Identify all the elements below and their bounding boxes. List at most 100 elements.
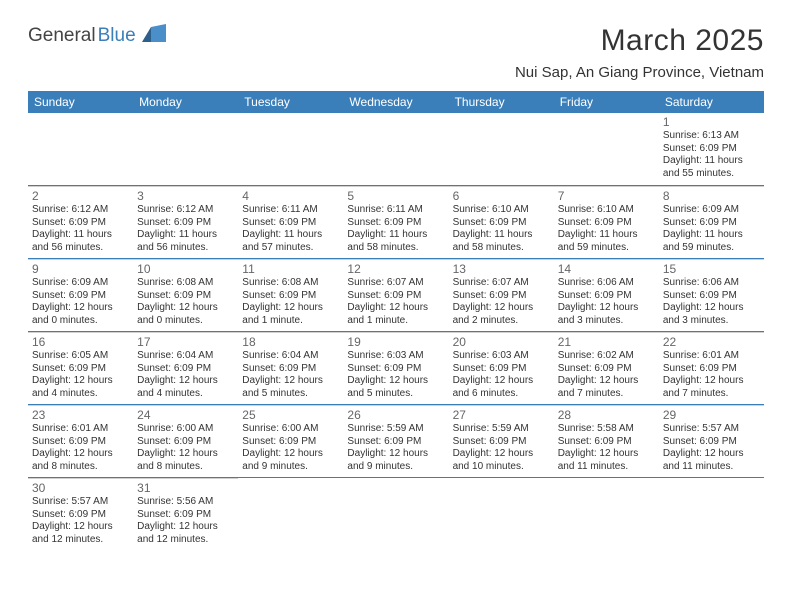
day-cell: 30Sunrise: 5:57 AMSunset: 6:09 PMDayligh… (28, 478, 133, 550)
logo: GeneralBlue (28, 24, 168, 48)
day-number: 15 (663, 262, 760, 276)
day-number: 3 (137, 189, 234, 203)
week-row: 23Sunrise: 6:01 AMSunset: 6:09 PMDayligh… (28, 405, 764, 478)
empty-cell (343, 478, 448, 550)
day-number: 7 (558, 189, 655, 203)
day-cell: 6Sunrise: 6:10 AMSunset: 6:09 PMDaylight… (449, 186, 554, 258)
day-number: 24 (137, 408, 234, 422)
day-info: Sunrise: 6:01 AMSunset: 6:09 PMDaylight:… (663, 350, 760, 400)
day-info: Sunrise: 6:00 AMSunset: 6:09 PMDaylight:… (242, 423, 339, 473)
day-cell: 8Sunrise: 6:09 AMSunset: 6:09 PMDaylight… (659, 186, 764, 258)
day-cell: 10Sunrise: 6:08 AMSunset: 6:09 PMDayligh… (133, 259, 238, 331)
day-info: Sunrise: 6:12 AMSunset: 6:09 PMDaylight:… (32, 204, 129, 254)
day-number: 17 (137, 335, 234, 349)
day-number: 31 (137, 481, 234, 495)
week-row: 30Sunrise: 5:57 AMSunset: 6:09 PMDayligh… (28, 478, 764, 550)
day-header: Tuesday (238, 91, 343, 113)
day-cell: 19Sunrise: 6:03 AMSunset: 6:09 PMDayligh… (343, 332, 448, 404)
empty-cell (343, 113, 448, 185)
empty-cell (554, 113, 659, 185)
day-number: 1 (663, 115, 760, 129)
day-info: Sunrise: 6:07 AMSunset: 6:09 PMDaylight:… (453, 277, 550, 327)
day-number: 25 (242, 408, 339, 422)
day-info: Sunrise: 6:01 AMSunset: 6:09 PMDaylight:… (32, 423, 129, 473)
day-info: Sunrise: 6:08 AMSunset: 6:09 PMDaylight:… (242, 277, 339, 327)
day-number: 21 (558, 335, 655, 349)
day-info: Sunrise: 5:59 AMSunset: 6:09 PMDaylight:… (453, 423, 550, 473)
day-info: Sunrise: 5:58 AMSunset: 6:09 PMDaylight:… (558, 423, 655, 473)
day-number: 30 (32, 481, 129, 495)
day-cell: 13Sunrise: 6:07 AMSunset: 6:09 PMDayligh… (449, 259, 554, 331)
day-cell: 9Sunrise: 6:09 AMSunset: 6:09 PMDaylight… (28, 259, 133, 331)
week-row: 2Sunrise: 6:12 AMSunset: 6:09 PMDaylight… (28, 186, 764, 259)
day-number: 2 (32, 189, 129, 203)
day-cell: 29Sunrise: 5:57 AMSunset: 6:09 PMDayligh… (659, 405, 764, 477)
day-info: Sunrise: 6:04 AMSunset: 6:09 PMDaylight:… (242, 350, 339, 400)
empty-cell (238, 113, 343, 185)
day-cell: 18Sunrise: 6:04 AMSunset: 6:09 PMDayligh… (238, 332, 343, 404)
day-number: 11 (242, 262, 339, 276)
day-cell: 3Sunrise: 6:12 AMSunset: 6:09 PMDaylight… (133, 186, 238, 258)
day-info: Sunrise: 5:59 AMSunset: 6:09 PMDaylight:… (347, 423, 444, 473)
day-number: 6 (453, 189, 550, 203)
logo-icon (142, 24, 168, 48)
header: GeneralBlue March 2025 Nui Sap, An Giang… (28, 24, 764, 81)
day-header: Friday (554, 91, 659, 113)
day-number: 20 (453, 335, 550, 349)
day-cell: 11Sunrise: 6:08 AMSunset: 6:09 PMDayligh… (238, 259, 343, 331)
day-number: 29 (663, 408, 760, 422)
day-info: Sunrise: 6:03 AMSunset: 6:09 PMDaylight:… (347, 350, 444, 400)
day-cell: 25Sunrise: 6:00 AMSunset: 6:09 PMDayligh… (238, 405, 343, 477)
day-cell: 1Sunrise: 6:13 AMSunset: 6:09 PMDaylight… (659, 113, 764, 185)
day-cell: 7Sunrise: 6:10 AMSunset: 6:09 PMDaylight… (554, 186, 659, 258)
empty-cell (238, 478, 343, 550)
day-info: Sunrise: 6:06 AMSunset: 6:09 PMDaylight:… (663, 277, 760, 327)
empty-cell (28, 113, 133, 185)
day-info: Sunrise: 6:10 AMSunset: 6:09 PMDaylight:… (558, 204, 655, 254)
day-info: Sunrise: 6:02 AMSunset: 6:09 PMDaylight:… (558, 350, 655, 400)
day-cell: 2Sunrise: 6:12 AMSunset: 6:09 PMDaylight… (28, 186, 133, 258)
day-info: Sunrise: 6:03 AMSunset: 6:09 PMDaylight:… (453, 350, 550, 400)
day-number: 9 (32, 262, 129, 276)
title-block: March 2025 Nui Sap, An Giang Province, V… (515, 24, 764, 81)
day-info: Sunrise: 6:09 AMSunset: 6:09 PMDaylight:… (32, 277, 129, 327)
day-number: 5 (347, 189, 444, 203)
day-cell: 22Sunrise: 6:01 AMSunset: 6:09 PMDayligh… (659, 332, 764, 404)
logo-text-2: Blue (98, 25, 136, 47)
day-cell: 17Sunrise: 6:04 AMSunset: 6:09 PMDayligh… (133, 332, 238, 404)
day-number: 14 (558, 262, 655, 276)
day-cell: 23Sunrise: 6:01 AMSunset: 6:09 PMDayligh… (28, 405, 133, 477)
calendar: SundayMondayTuesdayWednesdayThursdayFrid… (28, 91, 764, 550)
day-info: Sunrise: 6:04 AMSunset: 6:09 PMDaylight:… (137, 350, 234, 400)
day-info: Sunrise: 6:05 AMSunset: 6:09 PMDaylight:… (32, 350, 129, 400)
week-row: 1Sunrise: 6:13 AMSunset: 6:09 PMDaylight… (28, 113, 764, 186)
day-headers-row: SundayMondayTuesdayWednesdayThursdayFrid… (28, 91, 764, 113)
weeks-container: 1Sunrise: 6:13 AMSunset: 6:09 PMDaylight… (28, 113, 764, 550)
day-header: Thursday (449, 91, 554, 113)
day-cell: 28Sunrise: 5:58 AMSunset: 6:09 PMDayligh… (554, 405, 659, 477)
day-header: Saturday (659, 91, 764, 113)
day-info: Sunrise: 6:06 AMSunset: 6:09 PMDaylight:… (558, 277, 655, 327)
day-info: Sunrise: 5:56 AMSunset: 6:09 PMDaylight:… (137, 496, 234, 546)
day-number: 13 (453, 262, 550, 276)
day-cell: 20Sunrise: 6:03 AMSunset: 6:09 PMDayligh… (449, 332, 554, 404)
day-info: Sunrise: 6:12 AMSunset: 6:09 PMDaylight:… (137, 204, 234, 254)
location: Nui Sap, An Giang Province, Vietnam (515, 64, 764, 81)
day-cell: 26Sunrise: 5:59 AMSunset: 6:09 PMDayligh… (343, 405, 448, 477)
day-cell: 15Sunrise: 6:06 AMSunset: 6:09 PMDayligh… (659, 259, 764, 331)
day-cell: 27Sunrise: 5:59 AMSunset: 6:09 PMDayligh… (449, 405, 554, 477)
empty-cell (449, 113, 554, 185)
day-info: Sunrise: 6:07 AMSunset: 6:09 PMDaylight:… (347, 277, 444, 327)
day-number: 23 (32, 408, 129, 422)
logo-text-1: General (28, 25, 96, 47)
day-number: 4 (242, 189, 339, 203)
day-number: 28 (558, 408, 655, 422)
day-info: Sunrise: 5:57 AMSunset: 6:09 PMDaylight:… (32, 496, 129, 546)
day-number: 27 (453, 408, 550, 422)
day-info: Sunrise: 6:08 AMSunset: 6:09 PMDaylight:… (137, 277, 234, 327)
day-info: Sunrise: 6:11 AMSunset: 6:09 PMDaylight:… (347, 204, 444, 254)
day-header: Sunday (28, 91, 133, 113)
day-number: 16 (32, 335, 129, 349)
day-info: Sunrise: 5:57 AMSunset: 6:09 PMDaylight:… (663, 423, 760, 473)
day-number: 22 (663, 335, 760, 349)
